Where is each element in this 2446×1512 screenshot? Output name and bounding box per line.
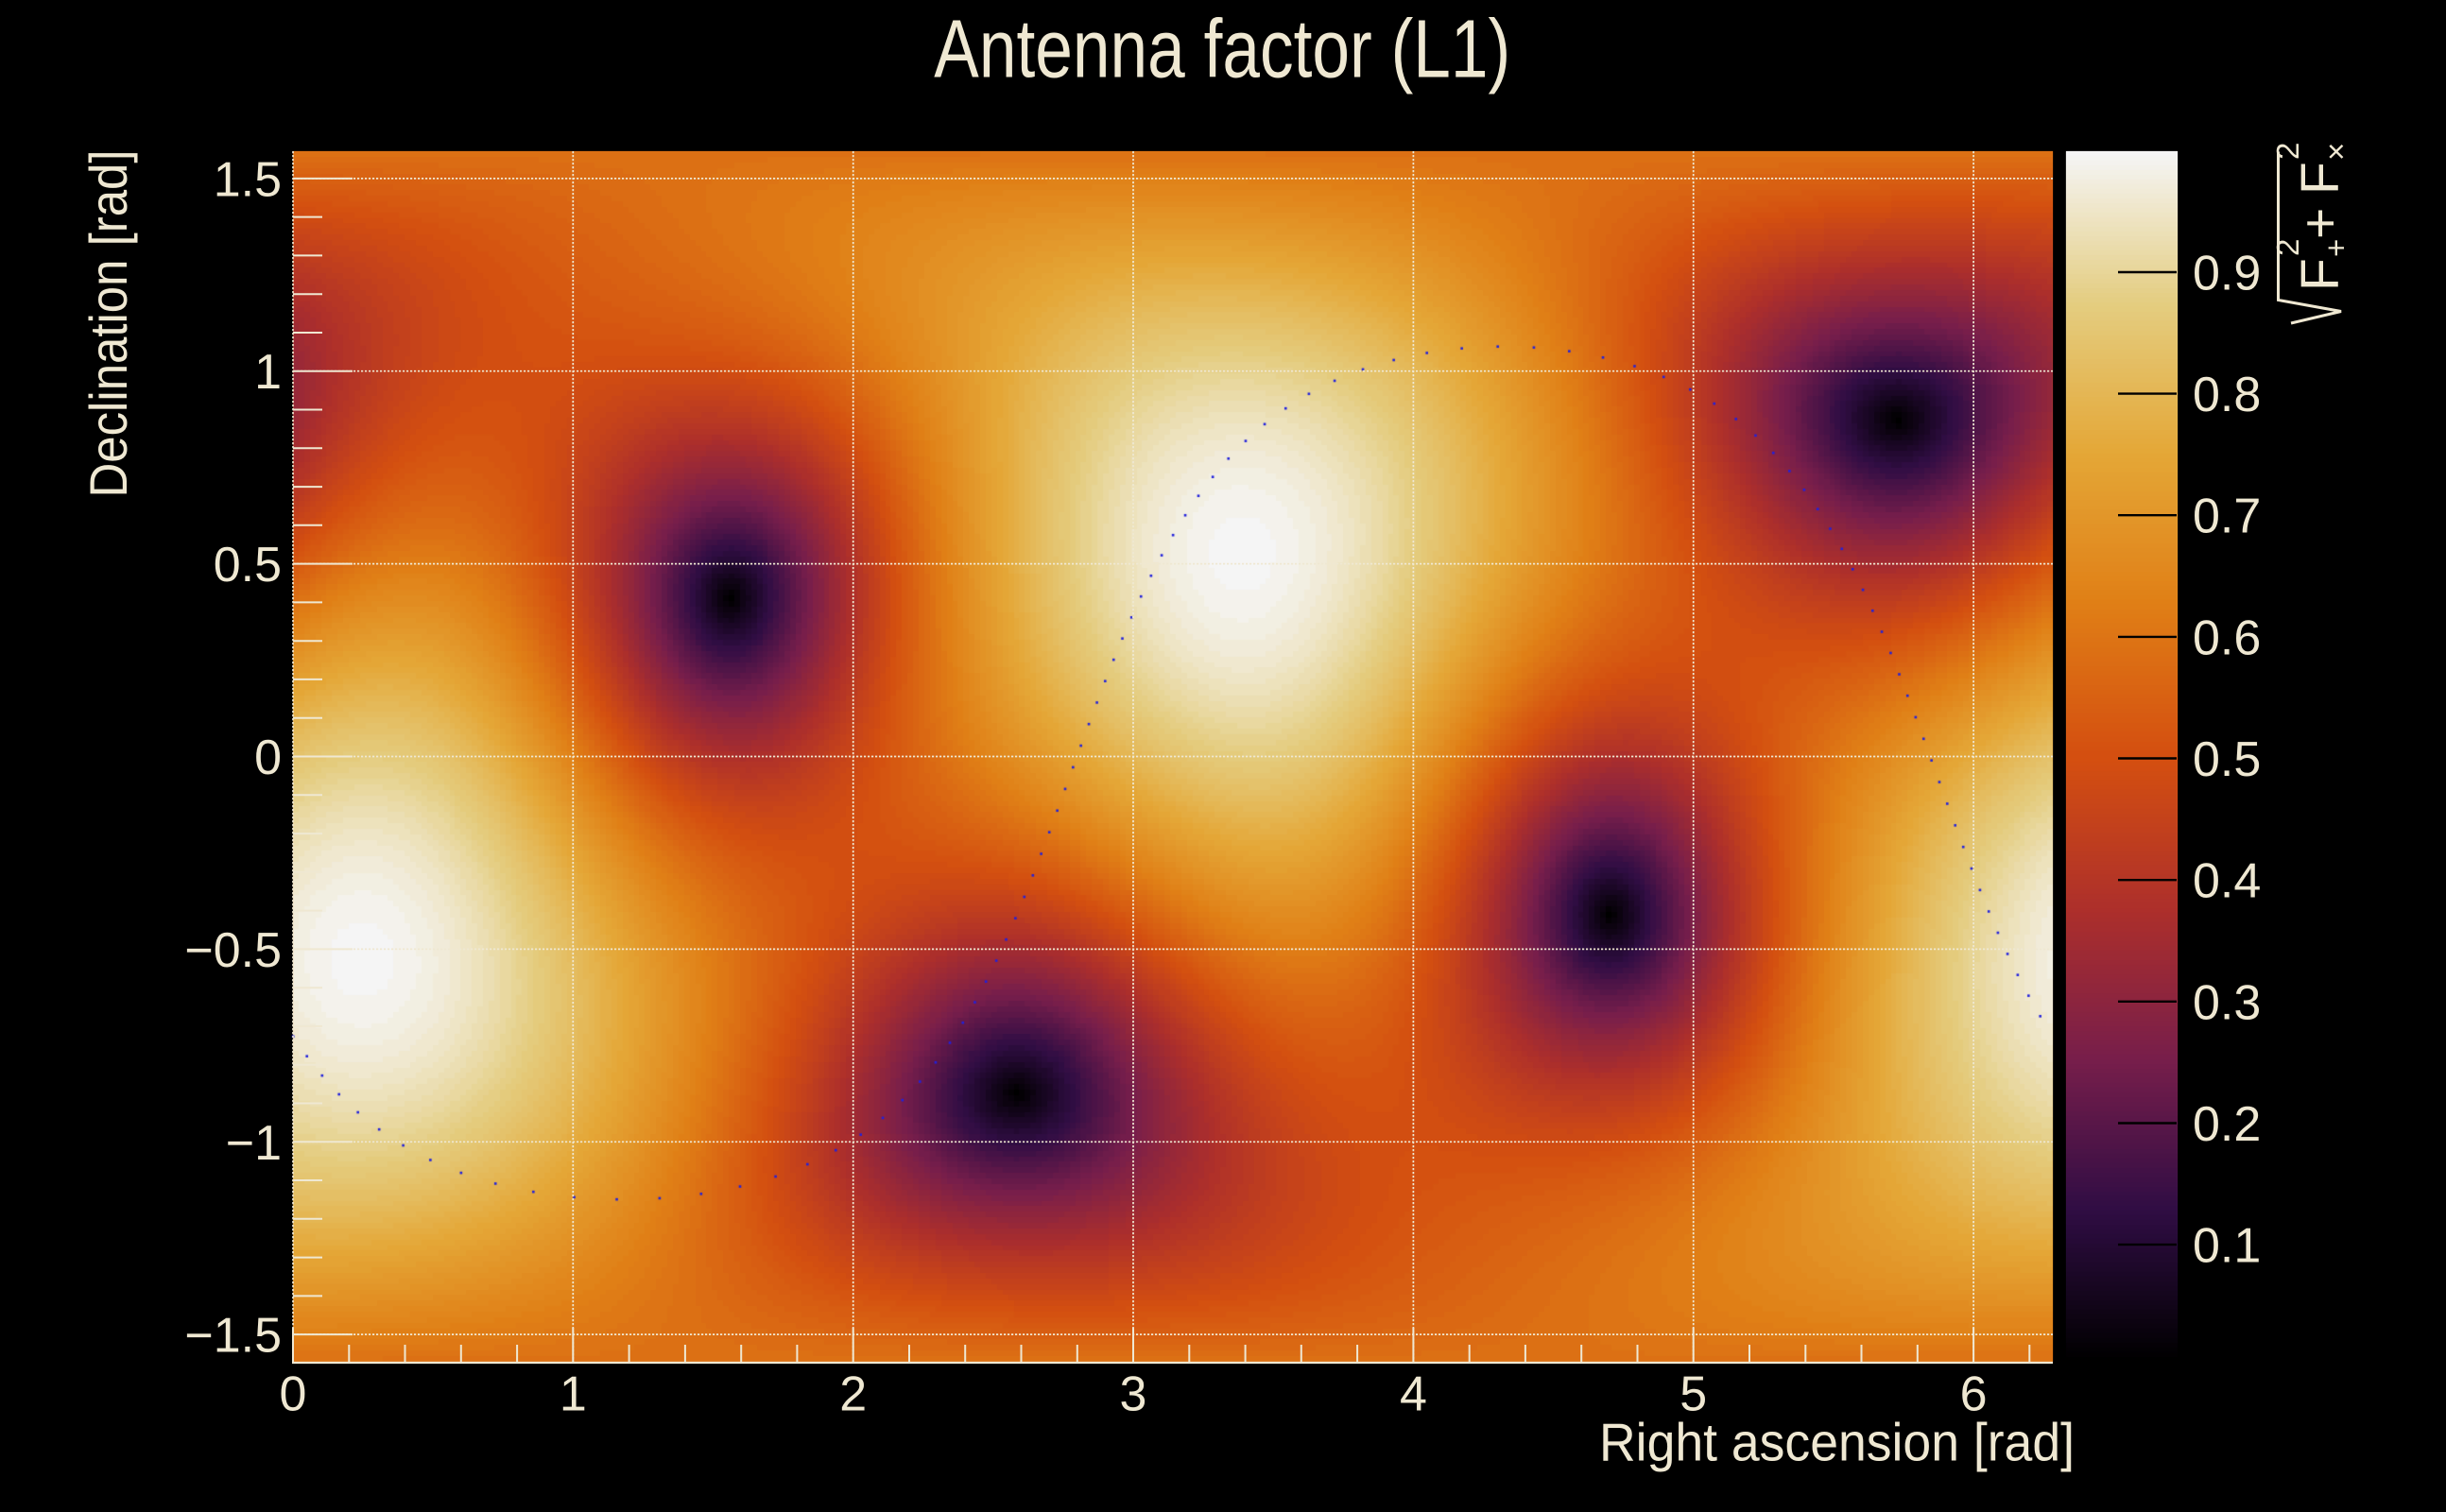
svg-text:0.8: 0.8 (2193, 368, 2261, 422)
svg-text:0.5: 0.5 (2193, 732, 2261, 787)
svg-text:Declination [rad]: Declination [rad] (78, 150, 138, 498)
svg-text:0.7: 0.7 (2193, 490, 2261, 544)
svg-text:0: 0 (254, 730, 282, 785)
svg-text:6: 6 (1960, 1367, 1988, 1422)
svg-text:F+2+F×2: F+2+F×2 (2270, 143, 2353, 291)
svg-text:0.3: 0.3 (2193, 975, 2261, 1030)
svg-text:5: 5 (1679, 1367, 1707, 1422)
svg-text:0.2: 0.2 (2193, 1097, 2261, 1152)
svg-text:0.1: 0.1 (2193, 1219, 2261, 1274)
svg-text:2: 2 (839, 1367, 867, 1422)
svg-text:−0.5: −0.5 (184, 923, 282, 978)
svg-text:0.9: 0.9 (2193, 247, 2261, 301)
svg-text:3: 3 (1120, 1367, 1147, 1422)
svg-text:0: 0 (280, 1367, 307, 1422)
svg-text:4: 4 (1400, 1367, 1427, 1422)
svg-text:−1.5: −1.5 (184, 1309, 282, 1364)
svg-text:1: 1 (560, 1367, 587, 1422)
svg-text:1.5: 1.5 (214, 152, 282, 207)
svg-text:Antenna factor (L1): Antenna factor (L1) (934, 4, 1510, 95)
svg-text:−1: −1 (226, 1116, 282, 1171)
svg-text:0.4: 0.4 (2193, 854, 2261, 909)
svg-text:1: 1 (254, 345, 282, 400)
svg-text:Right ascension [rad]: Right ascension [rad] (1599, 1413, 2075, 1473)
svg-text:0.6: 0.6 (2193, 610, 2261, 665)
svg-text:0.5: 0.5 (214, 538, 282, 593)
